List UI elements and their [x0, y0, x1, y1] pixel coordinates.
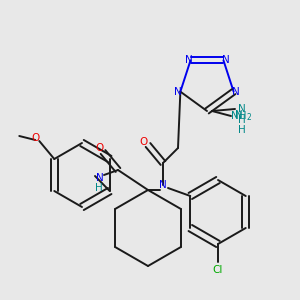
Text: NH: NH: [231, 111, 247, 121]
Text: O: O: [31, 133, 39, 143]
Text: N: N: [235, 110, 243, 120]
Text: O: O: [140, 137, 148, 147]
Text: N: N: [238, 104, 246, 114]
Text: H: H: [238, 115, 246, 125]
Text: N: N: [96, 173, 104, 183]
Text: 2: 2: [247, 113, 251, 122]
Text: N: N: [159, 180, 167, 190]
Text: H: H: [95, 183, 103, 193]
Text: N: N: [185, 55, 192, 65]
Text: O: O: [95, 143, 103, 153]
Text: N: N: [175, 87, 182, 97]
Text: N: N: [222, 55, 229, 65]
Text: N: N: [232, 87, 239, 97]
Text: Cl: Cl: [213, 265, 223, 275]
Text: H: H: [238, 125, 246, 135]
